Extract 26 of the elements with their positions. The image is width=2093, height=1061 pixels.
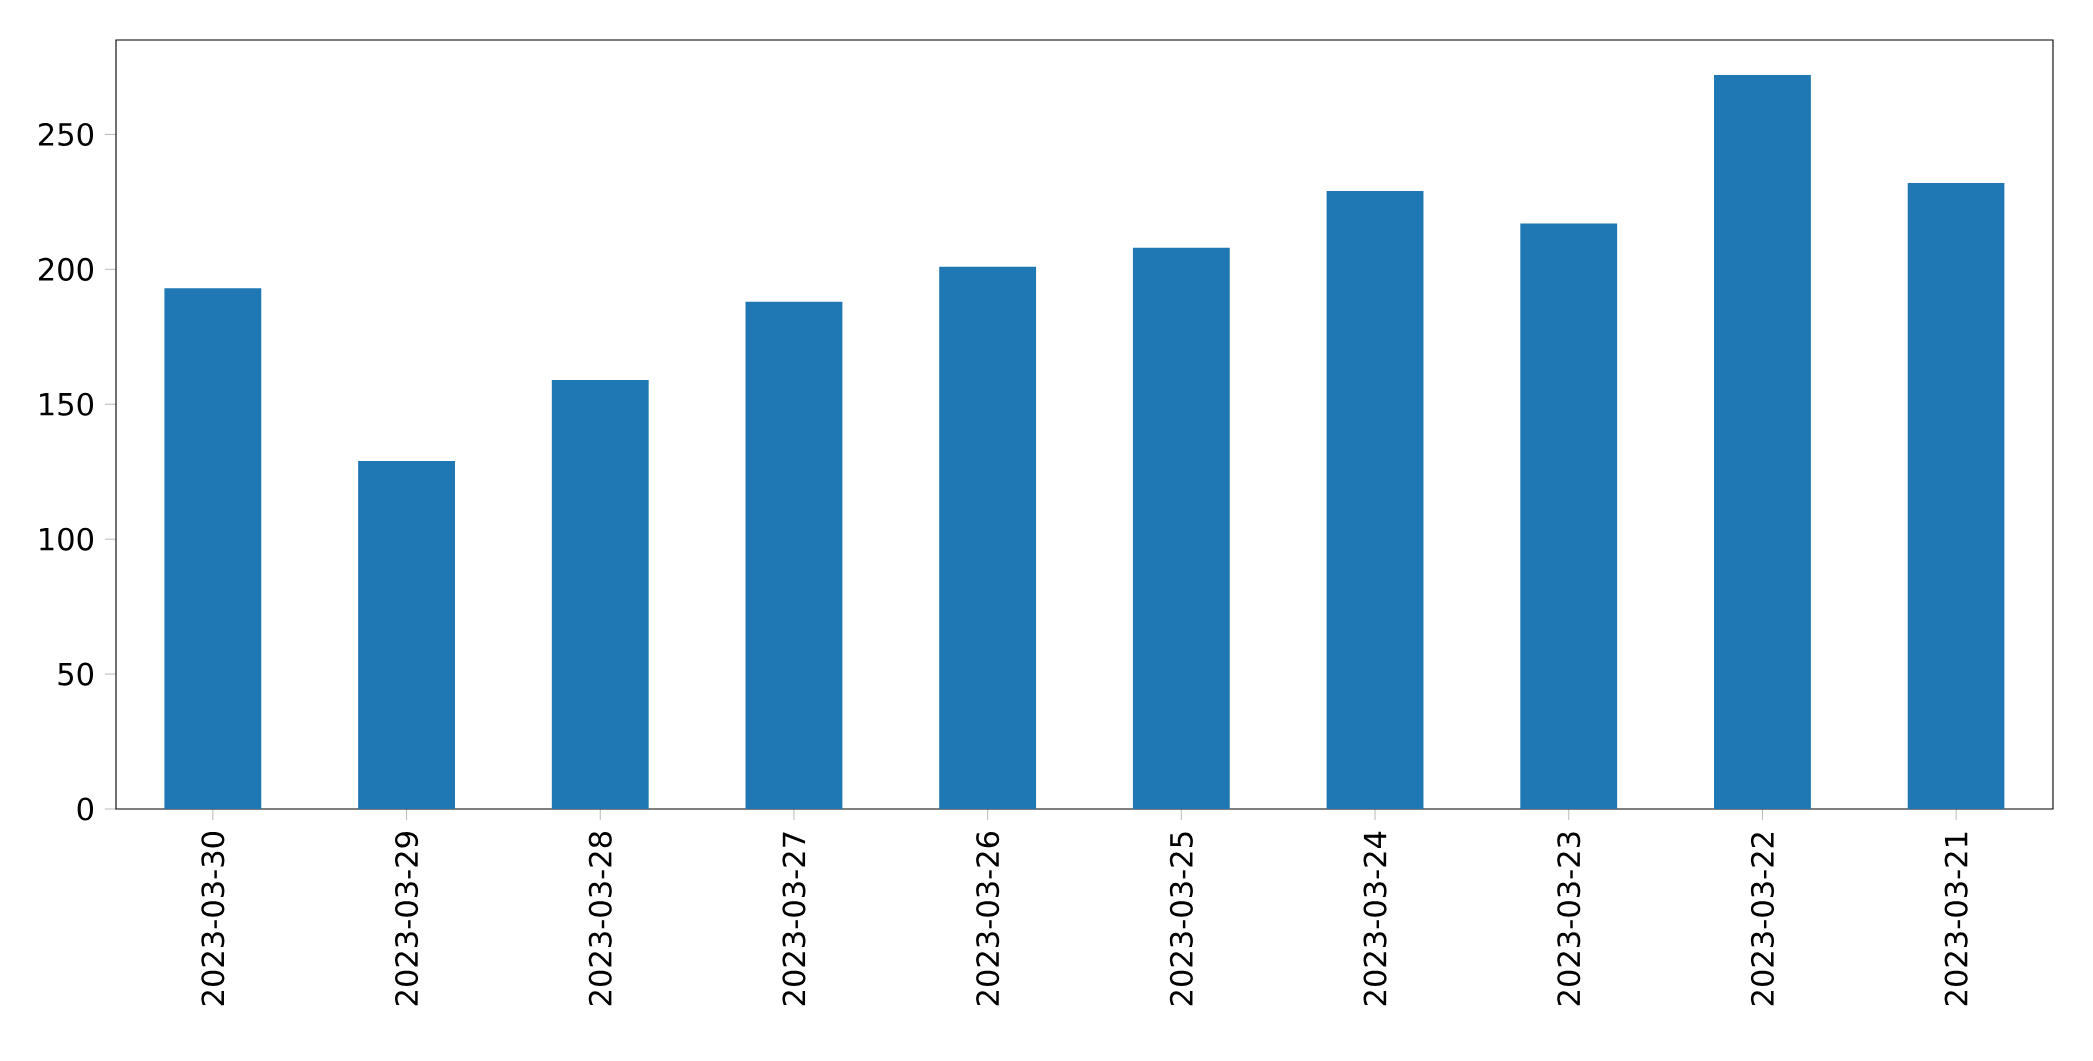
bar	[551, 379, 649, 809]
bar	[164, 288, 262, 809]
x-tick-label: 2023-03-25	[1169, 832, 1193, 1006]
x-tick-label: 2023-03-26	[976, 831, 1000, 1006]
bar	[1326, 191, 1424, 809]
bar	[939, 266, 1037, 809]
bar	[745, 301, 843, 809]
y-tick-label: 50	[58, 662, 94, 686]
bar	[1714, 75, 1811, 809]
x-tick-label: 2023-03-24	[1363, 831, 1387, 1006]
y-tick-label: 200	[38, 257, 94, 281]
x-tick-label: 2023-03-29	[395, 832, 419, 1006]
bar	[1907, 183, 2005, 809]
y-tick-label: 150	[40, 392, 94, 416]
x-tick-label: 2023-03-21	[1944, 832, 1968, 1006]
x-tick-label: 2023-03-30	[201, 832, 225, 1006]
x-tick-label: 2023-03-23	[1557, 832, 1581, 1006]
x-tick-label: 2023-03-22	[1750, 833, 1774, 1006]
y-tick-label: 100	[40, 527, 94, 551]
bar	[358, 460, 455, 809]
bar	[1520, 223, 1618, 809]
bar	[1132, 247, 1230, 809]
y-tick-label: 0	[77, 797, 94, 821]
y-tick-label: 250	[38, 122, 94, 146]
x-tick-label: 2023-03-28	[588, 832, 612, 1006]
x-tick-label: 2023-03-27	[782, 832, 806, 1006]
